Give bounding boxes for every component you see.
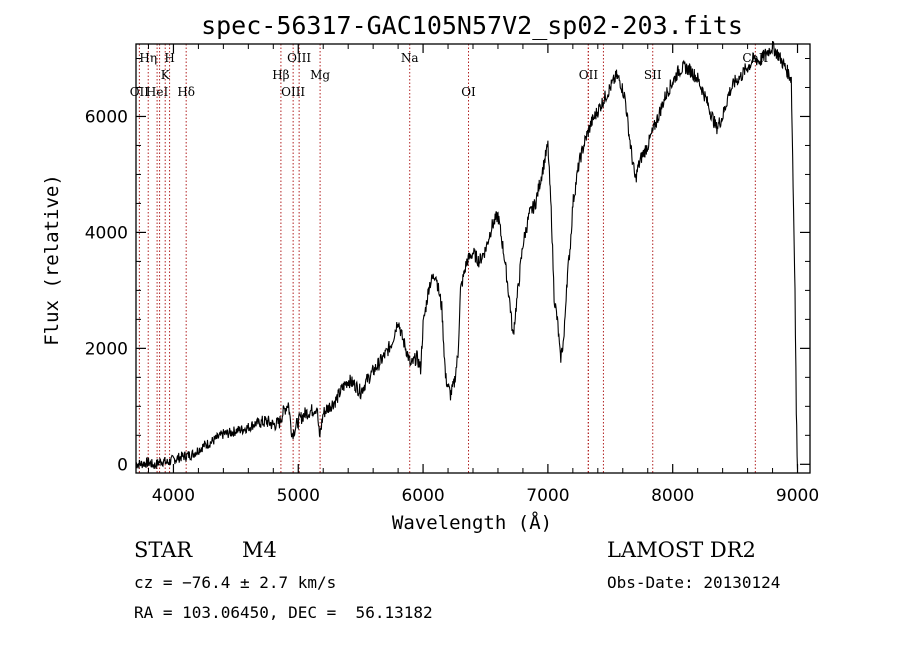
x-tick-label: 9000 — [776, 486, 819, 506]
line-label: Hβ — [272, 68, 289, 82]
observation-date: Obs-Date: 20130124 — [607, 573, 781, 592]
x-tick-label: 8000 — [651, 486, 694, 506]
object-class: STAR — [134, 538, 193, 562]
line-label: Na — [401, 51, 419, 65]
line-label: H — [164, 51, 174, 65]
line-label: OIII — [287, 51, 311, 65]
x-tick-label: 6000 — [401, 486, 444, 506]
x-tick-label: 5000 — [277, 486, 320, 506]
spectrum-line — [135, 40, 799, 470]
line-label: Hδ — [177, 85, 195, 99]
line-label: Mg — [310, 68, 330, 82]
line-label: OII — [130, 85, 150, 99]
line-label: SII — [644, 68, 662, 82]
chart-title: spec-56317-GAC105N57V2_sp02-203.fits — [201, 11, 743, 40]
survey-name: LAMOST DR2 — [607, 538, 756, 562]
redshift-value: cz = −76.4 ± 2.7 km/s — [134, 573, 337, 592]
line-label: OIII — [281, 85, 305, 99]
object-subclass: M4 — [242, 538, 277, 562]
x-tick-label: 7000 — [526, 486, 569, 506]
x-axis-label: Wavelength (Å) — [392, 511, 552, 534]
y-tick-label: 2000 — [85, 339, 128, 359]
line-label: K — [161, 68, 171, 82]
plot-frame — [135, 43, 811, 474]
x-tick-label: 4000 — [152, 486, 195, 506]
y-tick-label: 6000 — [85, 107, 128, 127]
line-label: OII — [579, 68, 599, 82]
y-axis-label: Flux (relative) — [41, 174, 63, 346]
line-label: OI — [461, 85, 476, 99]
y-tick-label: 0 — [117, 455, 128, 475]
axis-ticks: 4000 5000 6000 7000 8000 9000 0 2000 4000 6000 — [85, 44, 819, 506]
line-label: Hη — [139, 51, 157, 65]
coordinates: RA = 103.06450, DEC = 56.13182 — [134, 603, 433, 622]
line-label: HeI — [146, 85, 169, 99]
y-tick-label: 4000 — [85, 223, 128, 243]
